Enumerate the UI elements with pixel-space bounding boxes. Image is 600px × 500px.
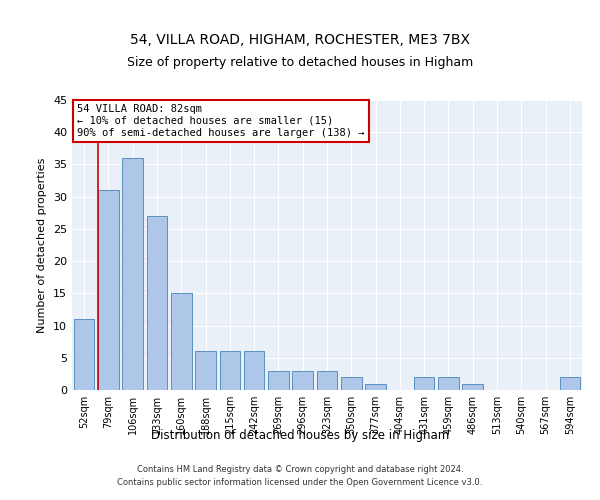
- Bar: [171, 294, 191, 390]
- Y-axis label: Number of detached properties: Number of detached properties: [37, 158, 47, 332]
- Bar: [220, 352, 240, 390]
- Bar: [74, 319, 94, 390]
- Text: Size of property relative to detached houses in Higham: Size of property relative to detached ho…: [127, 56, 473, 69]
- Bar: [122, 158, 143, 390]
- Bar: [560, 377, 580, 390]
- Bar: [317, 370, 337, 390]
- Bar: [365, 384, 386, 390]
- Bar: [244, 352, 265, 390]
- Text: 54, VILLA ROAD, HIGHAM, ROCHESTER, ME3 7BX: 54, VILLA ROAD, HIGHAM, ROCHESTER, ME3 7…: [130, 33, 470, 47]
- Bar: [463, 384, 483, 390]
- Text: Contains public sector information licensed under the Open Government Licence v3: Contains public sector information licen…: [118, 478, 482, 487]
- Bar: [341, 377, 362, 390]
- Bar: [146, 216, 167, 390]
- Bar: [268, 370, 289, 390]
- Bar: [438, 377, 459, 390]
- Bar: [98, 190, 119, 390]
- Text: Contains HM Land Registry data © Crown copyright and database right 2024.: Contains HM Land Registry data © Crown c…: [137, 466, 463, 474]
- Text: Distribution of detached houses by size in Higham: Distribution of detached houses by size …: [151, 428, 449, 442]
- Text: 54 VILLA ROAD: 82sqm
← 10% of detached houses are smaller (15)
90% of semi-detac: 54 VILLA ROAD: 82sqm ← 10% of detached h…: [77, 104, 365, 138]
- Bar: [292, 370, 313, 390]
- Bar: [195, 352, 216, 390]
- Bar: [414, 377, 434, 390]
